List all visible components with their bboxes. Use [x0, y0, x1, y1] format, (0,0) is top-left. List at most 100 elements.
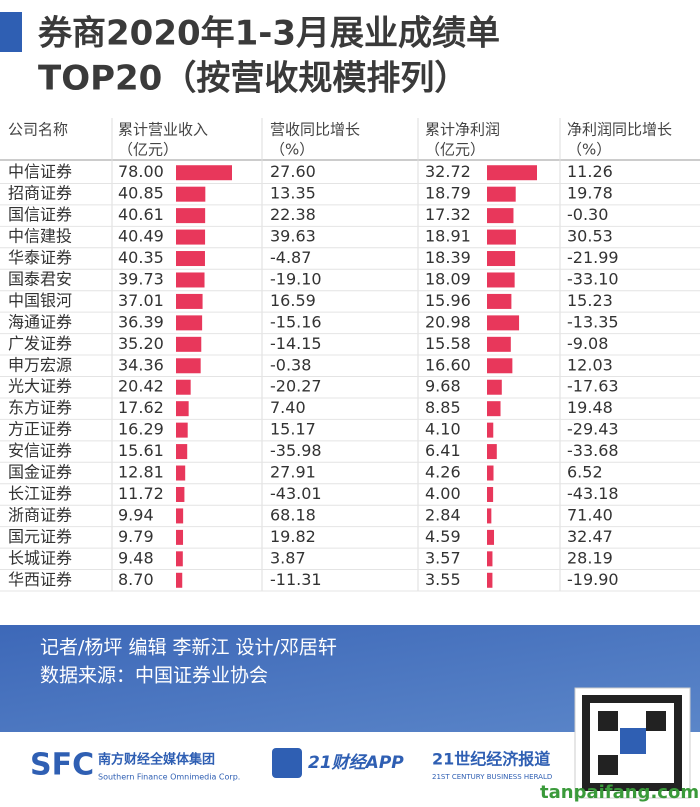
- column-unit: （%）: [567, 141, 611, 159]
- logo: 南方财经全媒体集团: [98, 752, 215, 768]
- logo: SFC: [30, 748, 94, 783]
- cell-value: 16.60: [425, 355, 471, 374]
- bar: [487, 186, 516, 202]
- cell-value: 13.35: [270, 184, 316, 203]
- logo: 21财经APP: [308, 753, 404, 773]
- cell-value: 8.85: [425, 398, 461, 417]
- company-name: 浙商证券: [8, 505, 72, 524]
- cell-value: 6.52: [567, 463, 603, 482]
- cell-value: 4.59: [425, 527, 461, 546]
- bar: [176, 272, 205, 288]
- bar: [176, 251, 205, 267]
- bar: [487, 444, 497, 460]
- column-header: 累计营业收入: [118, 121, 208, 139]
- column-unit: （亿元）: [118, 141, 178, 159]
- bar: [487, 422, 494, 438]
- bar: [487, 465, 494, 481]
- cell-value: 22.38: [270, 205, 316, 224]
- bar: [487, 486, 494, 502]
- cell-value: 4.00: [425, 484, 461, 503]
- cell-value: -0.30: [567, 205, 608, 224]
- company-name: 中信证券: [8, 162, 72, 181]
- cell-value: 32.47: [567, 527, 613, 546]
- bar: [176, 422, 188, 438]
- company-name: 东方证券: [8, 398, 72, 417]
- cell-value: 3.55: [425, 570, 461, 589]
- bar: [487, 336, 511, 352]
- company-name: 国元证券: [8, 527, 72, 546]
- cell-value: 4.26: [425, 463, 461, 482]
- bar: [487, 358, 513, 374]
- logo: 21世纪经济报道: [432, 750, 550, 769]
- bar: [487, 379, 502, 395]
- title-marker: [0, 12, 22, 52]
- company-name: 方正证券: [8, 420, 72, 439]
- cell-value: 15.17: [270, 420, 316, 439]
- cell-value: 35.20: [118, 334, 164, 353]
- bar: [487, 529, 495, 545]
- cell-value: 12.03: [567, 355, 613, 374]
- company-name: 华西证券: [8, 570, 72, 589]
- company-name: 长江证券: [8, 484, 72, 503]
- cell-value: 15.23: [567, 291, 613, 310]
- cell-value: -19.10: [270, 269, 322, 288]
- cell-value: 19.48: [567, 398, 613, 417]
- bar: [176, 358, 201, 374]
- bar: [176, 165, 232, 181]
- bar: [487, 293, 512, 309]
- cell-value: -4.87: [270, 248, 311, 267]
- cell-value: 9.79: [118, 527, 154, 546]
- cell-value: -15.16: [270, 312, 322, 331]
- column-header: 公司名称: [8, 121, 68, 139]
- cell-value: -11.31: [270, 570, 322, 589]
- company-name: 中国银河: [8, 291, 72, 310]
- cell-value: 2.84: [425, 505, 461, 524]
- cell-value: 9.94: [118, 505, 154, 524]
- logo-icon: [272, 748, 302, 778]
- bar: [176, 572, 183, 588]
- cell-value: 17.62: [118, 398, 164, 417]
- bar: [176, 379, 191, 395]
- cell-value: -35.98: [270, 441, 322, 460]
- bar: [487, 229, 516, 245]
- cell-value: 9.48: [118, 548, 154, 567]
- cell-value: -21.99: [567, 248, 619, 267]
- cell-value: 39.63: [270, 227, 316, 246]
- cell-value: 36.39: [118, 312, 164, 331]
- credits: 记者/杨坪 编辑 李新江 设计/邓居轩: [40, 637, 337, 659]
- cell-value: -17.63: [567, 377, 619, 396]
- cell-value: -14.15: [270, 334, 322, 353]
- cell-value: 27.60: [270, 162, 316, 181]
- company-name: 光大证券: [8, 377, 72, 396]
- cell-value: 16.29: [118, 420, 164, 439]
- cell-value: 6.41: [425, 441, 461, 460]
- cell-value: 18.39: [425, 248, 471, 267]
- cell-value: 15.58: [425, 334, 471, 353]
- bar: [176, 551, 183, 567]
- cell-value: -0.38: [270, 355, 311, 374]
- bar: [176, 293, 203, 309]
- cell-value: 9.68: [425, 377, 461, 396]
- logo: Southern Finance Omnimedia Corp.: [98, 773, 240, 782]
- cell-value: -43.01: [270, 484, 322, 503]
- cell-value: 11.72: [118, 484, 164, 503]
- bar: [176, 444, 188, 460]
- cell-value: 40.61: [118, 205, 164, 224]
- cell-value: 18.09: [425, 269, 471, 288]
- cell-value: 8.70: [118, 570, 154, 589]
- cell-value: 7.40: [270, 398, 306, 417]
- cell-value: -20.27: [270, 377, 322, 396]
- cell-value: 78.00: [118, 162, 164, 181]
- cell-value: 3.57: [425, 548, 461, 567]
- company-name: 安信证券: [8, 441, 72, 460]
- cell-value: 18.91: [425, 227, 471, 246]
- bar: [176, 486, 185, 502]
- cell-value: 71.40: [567, 505, 613, 524]
- cell-value: 37.01: [118, 291, 164, 310]
- company-name: 国信证券: [8, 205, 72, 224]
- cell-value: 11.26: [567, 162, 613, 181]
- logo: 21ST CENTURY BUSINESS HERALD: [432, 773, 552, 781]
- cell-value: -33.10: [567, 269, 619, 288]
- title: 券商2020年1-3月展业成绩单: [38, 14, 500, 54]
